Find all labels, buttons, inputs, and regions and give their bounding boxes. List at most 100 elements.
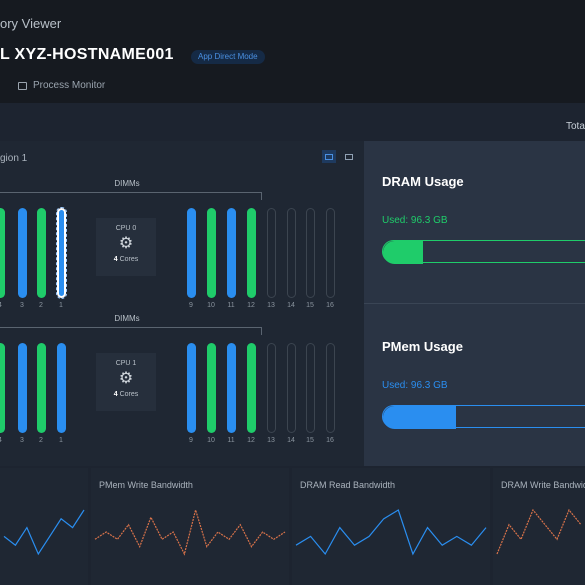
- gear-icon: ⚙: [118, 370, 134, 387]
- list-view-icon: [345, 153, 353, 160]
- dram-usage: DRAM Usage Used: 96.3 GB: [382, 174, 585, 264]
- usage-panel: DRAM Usage Used: 96.3 GB PMem Usage Used…: [364, 141, 585, 466]
- dimm-slot-9[interactable]: [187, 343, 196, 433]
- chart-title: DRAM Read Bandwidth: [300, 480, 396, 490]
- monitor-icon: [18, 81, 27, 90]
- dimm-slot-10[interactable]: [207, 208, 216, 298]
- topology-panel: gion 1 DIMMs CPU 0 ⚙ 4 Cores 43219101112…: [0, 141, 364, 466]
- slot-number: 14: [287, 437, 295, 444]
- process-monitor-link[interactable]: Process Monitor: [18, 80, 105, 91]
- dimm-slot-12[interactable]: [247, 343, 256, 433]
- dimm-slot-9[interactable]: [187, 208, 196, 298]
- dram-usage-title: DRAM Usage: [382, 174, 464, 189]
- dimm-slot-4[interactable]: [0, 208, 5, 298]
- dimm-slot-11[interactable]: [227, 208, 236, 298]
- app-header: ory Viewer L XYZ-HOSTNAME001 App Direct …: [0, 0, 585, 103]
- cpu-group-1: DIMMs CPU 1 ⚙ 4 Cores 4 3 2 1 9 10 11 12 13 14 15 1…: [0, 314, 364, 464]
- usage-divider: [364, 303, 585, 304]
- dram-read-bandwidth-chart: DRAM Read Bandwidth: [292, 468, 490, 585]
- bandwidth-line-plot: [295, 509, 487, 556]
- slot-number: 11: [227, 302, 235, 309]
- dram-used-text: Used: 96.3 GB: [382, 215, 448, 226]
- list-view-button[interactable]: [342, 150, 356, 163]
- slot-number: 9: [189, 437, 193, 444]
- bandwidth-line-plot: [496, 508, 582, 555]
- bandwidth-charts: PMem Write Bandwidth DRAM Read Bandwidth…: [0, 468, 585, 585]
- dimm-slot-13[interactable]: [267, 208, 276, 298]
- slot-number: 10: [207, 302, 215, 309]
- slot-number: 1: [59, 437, 63, 444]
- slot-number: 16: [326, 302, 334, 309]
- dimm-slot-16[interactable]: [326, 208, 335, 298]
- bandwidth-series-line: [496, 508, 582, 555]
- slot-number: 14: [287, 302, 295, 309]
- slot-number: 2: [39, 437, 43, 444]
- region-label: gion 1: [0, 153, 28, 164]
- chart-title: DRAM Write Bandwidth: [501, 480, 585, 490]
- slot-number: 11: [227, 437, 235, 444]
- slot-number: 15: [306, 437, 314, 444]
- pmem-usage-title: PMem Usage: [382, 339, 463, 354]
- dimm-slot-12[interactable]: [247, 208, 256, 298]
- cpu-group-0: DIMMs CPU 0 ⚙ 4 Cores 4 3 2 1 9 10 11 12 13 14 15 1…: [0, 179, 364, 329]
- dimms-label: DIMMs: [114, 179, 140, 188]
- process-monitor-label: Process Monitor: [33, 80, 106, 91]
- dimm-slot-10[interactable]: [207, 343, 216, 433]
- cpu-card[interactable]: CPU 0 ⚙ 4 Cores: [96, 218, 156, 276]
- card-view-icon: [325, 153, 333, 160]
- slot-number: 1: [59, 302, 63, 309]
- cpu-cores-unit: Cores: [119, 391, 139, 398]
- bandwidth-chart-0: [0, 468, 88, 585]
- dimm-slot-1[interactable]: [57, 343, 66, 433]
- dimm-slot-13[interactable]: [267, 343, 276, 433]
- card-view-button[interactable]: [322, 150, 336, 163]
- dimm-slot-2[interactable]: [37, 208, 46, 298]
- dram-usage-fill: [383, 241, 423, 264]
- slot-number: 12: [247, 302, 255, 309]
- slot-number: 4: [0, 302, 7, 309]
- mode-badge: App Direct Mode: [191, 50, 265, 64]
- dimm-slot-15[interactable]: [306, 208, 315, 298]
- dimm-slot-11[interactable]: [227, 343, 236, 433]
- pmem-usage-bar: [382, 405, 585, 429]
- slot-number: 9: [189, 302, 193, 309]
- dimm-slot-3[interactable]: [18, 343, 27, 433]
- dimm-slot-14[interactable]: [287, 208, 296, 298]
- bandwidth-line-plot: [94, 507, 286, 556]
- dimm-slot-1[interactable]: [56, 207, 67, 299]
- slot-number: 13: [267, 437, 275, 444]
- slot-number: 3: [20, 302, 24, 309]
- pmem-usage: PMem Usage Used: 96.3 GB: [382, 339, 585, 429]
- dimm-slot-3[interactable]: [18, 208, 27, 298]
- pmem-used-text: Used: 96.3 GB: [382, 380, 448, 391]
- bandwidth-series-line: [3, 509, 85, 556]
- slot-number: 2: [39, 302, 43, 309]
- cpu-card[interactable]: CPU 1 ⚙ 4 Cores: [96, 353, 156, 411]
- chart-title: PMem Write Bandwidth: [99, 480, 193, 490]
- slot-number: 16: [326, 437, 334, 444]
- slot-number: 13: [267, 302, 275, 309]
- bandwidth-series-line: [94, 507, 286, 556]
- cpu-cores-count: 4: [113, 391, 118, 398]
- dimm-slot-4[interactable]: [0, 343, 5, 433]
- dimm-slot-14[interactable]: [287, 343, 296, 433]
- host-name: L XYZ-HOSTNAME001: [0, 46, 174, 63]
- slot-number: 12: [247, 437, 255, 444]
- cpu-cores: 4 Cores: [96, 256, 156, 263]
- dimm-slot-15[interactable]: [306, 343, 315, 433]
- dimm-slot-2[interactable]: [37, 343, 46, 433]
- slot-number: 15: [306, 302, 314, 309]
- dimm-slot-16[interactable]: [326, 343, 335, 433]
- bandwidth-series-line: [295, 509, 487, 556]
- total-label: Tota: [566, 121, 585, 132]
- slot-number: 10: [207, 437, 215, 444]
- bandwidth-line-plot: [3, 509, 85, 556]
- dimms-bracket: [0, 327, 262, 335]
- pmem-usage-fill: [383, 406, 456, 429]
- slot-number: 3: [20, 437, 24, 444]
- cpu-name: CPU 1: [115, 360, 137, 367]
- cpu-cores-count: 4: [113, 256, 118, 263]
- dimms-bracket: [0, 192, 262, 200]
- app-title: ory Viewer: [0, 16, 62, 31]
- slot-number: 4: [0, 437, 7, 444]
